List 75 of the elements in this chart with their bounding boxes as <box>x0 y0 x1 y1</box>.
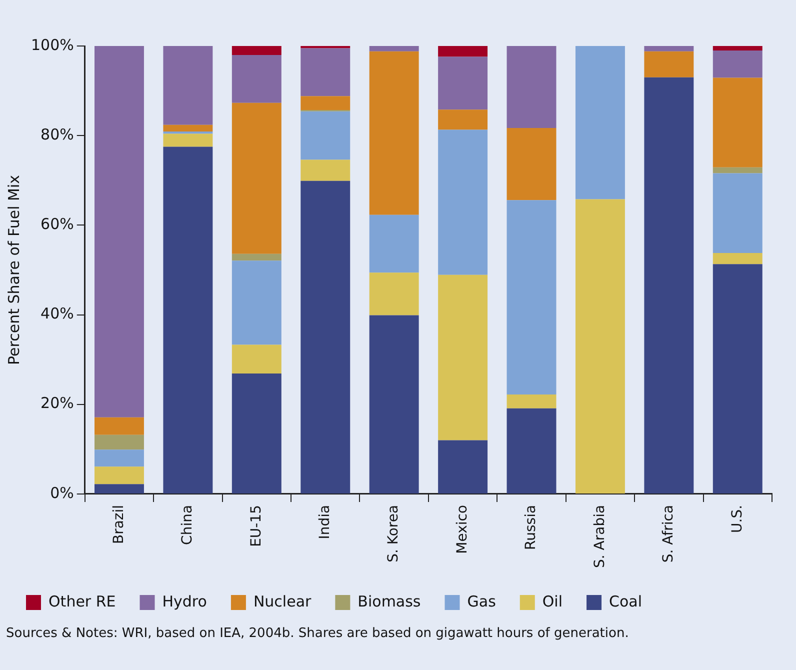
legend-label: Gas <box>467 592 496 610</box>
bar <box>300 96 350 110</box>
bar <box>163 134 213 147</box>
bar <box>438 130 488 275</box>
bar <box>232 102 282 254</box>
bar <box>369 214 419 273</box>
bar <box>712 173 762 253</box>
bar <box>369 46 419 52</box>
x-tick-label: U.S. <box>729 504 746 533</box>
y-tick-label: 80% <box>40 125 74 144</box>
bar <box>300 180 350 494</box>
bar <box>506 408 556 494</box>
bar <box>438 56 488 110</box>
bar <box>300 111 350 160</box>
x-tick-label: Brazil <box>110 504 127 544</box>
y-tick-label: 0% <box>50 484 74 502</box>
x-tick-label: EU-15 <box>248 504 264 547</box>
bar <box>94 466 144 484</box>
bar <box>438 440 488 494</box>
bar <box>506 46 556 128</box>
x-tick-label: S. Africa <box>660 504 677 563</box>
bar <box>644 77 694 494</box>
legend-label: Coal <box>609 592 642 610</box>
bar <box>438 274 488 440</box>
bar <box>369 315 419 494</box>
bar <box>300 160 350 181</box>
bar <box>94 46 144 418</box>
bar <box>163 124 213 132</box>
legend-label: Nuclear <box>253 592 312 610</box>
bar <box>644 51 694 78</box>
x-tick-label: India <box>317 504 334 540</box>
x-tick-label: China <box>180 504 196 545</box>
bar <box>300 48 350 96</box>
bar <box>232 54 282 103</box>
x-tick-label: S. Korea <box>386 504 402 562</box>
bar <box>506 394 556 408</box>
source-note: Sources & Notes: WRI, based on IEA, 2004b. Shares are based on gigawatt hours of generation. <box>6 626 629 641</box>
bar <box>94 434 144 450</box>
bar <box>506 128 556 200</box>
bar <box>163 46 213 125</box>
bar <box>712 167 762 174</box>
bar <box>712 264 762 494</box>
bar <box>644 46 694 52</box>
bar <box>163 146 213 494</box>
y-axis-title: Percent Share of Fuel Mix <box>4 174 23 365</box>
bar <box>94 450 144 467</box>
bar <box>438 46 488 57</box>
legend-label: Other RE <box>48 592 116 610</box>
x-tick-label: S. Arabia <box>592 504 608 568</box>
legend-label: Oil <box>542 592 563 610</box>
bar <box>712 78 762 168</box>
bar <box>712 50 762 78</box>
bar <box>232 46 282 55</box>
y-tick-label: 40% <box>40 304 74 323</box>
bar <box>575 46 625 200</box>
bar <box>94 417 144 435</box>
x-tick-label: Mexico <box>454 504 470 554</box>
legend-label: Biomass <box>358 592 421 610</box>
bar <box>232 260 282 345</box>
bar <box>712 252 762 264</box>
bar <box>369 51 419 215</box>
bar <box>712 46 762 50</box>
bar <box>94 484 144 494</box>
legend-label: Hydro <box>162 592 207 610</box>
bar <box>232 254 282 261</box>
bar <box>575 199 625 494</box>
y-tick-label: 100% <box>30 36 74 54</box>
bar <box>232 373 282 494</box>
bar <box>506 200 556 394</box>
y-tick-label: 60% <box>40 215 74 234</box>
bar <box>232 344 282 374</box>
bar <box>369 272 419 316</box>
x-tick-label: Russia <box>523 504 540 550</box>
bar <box>438 110 488 130</box>
y-tick-label: 20% <box>40 394 74 412</box>
